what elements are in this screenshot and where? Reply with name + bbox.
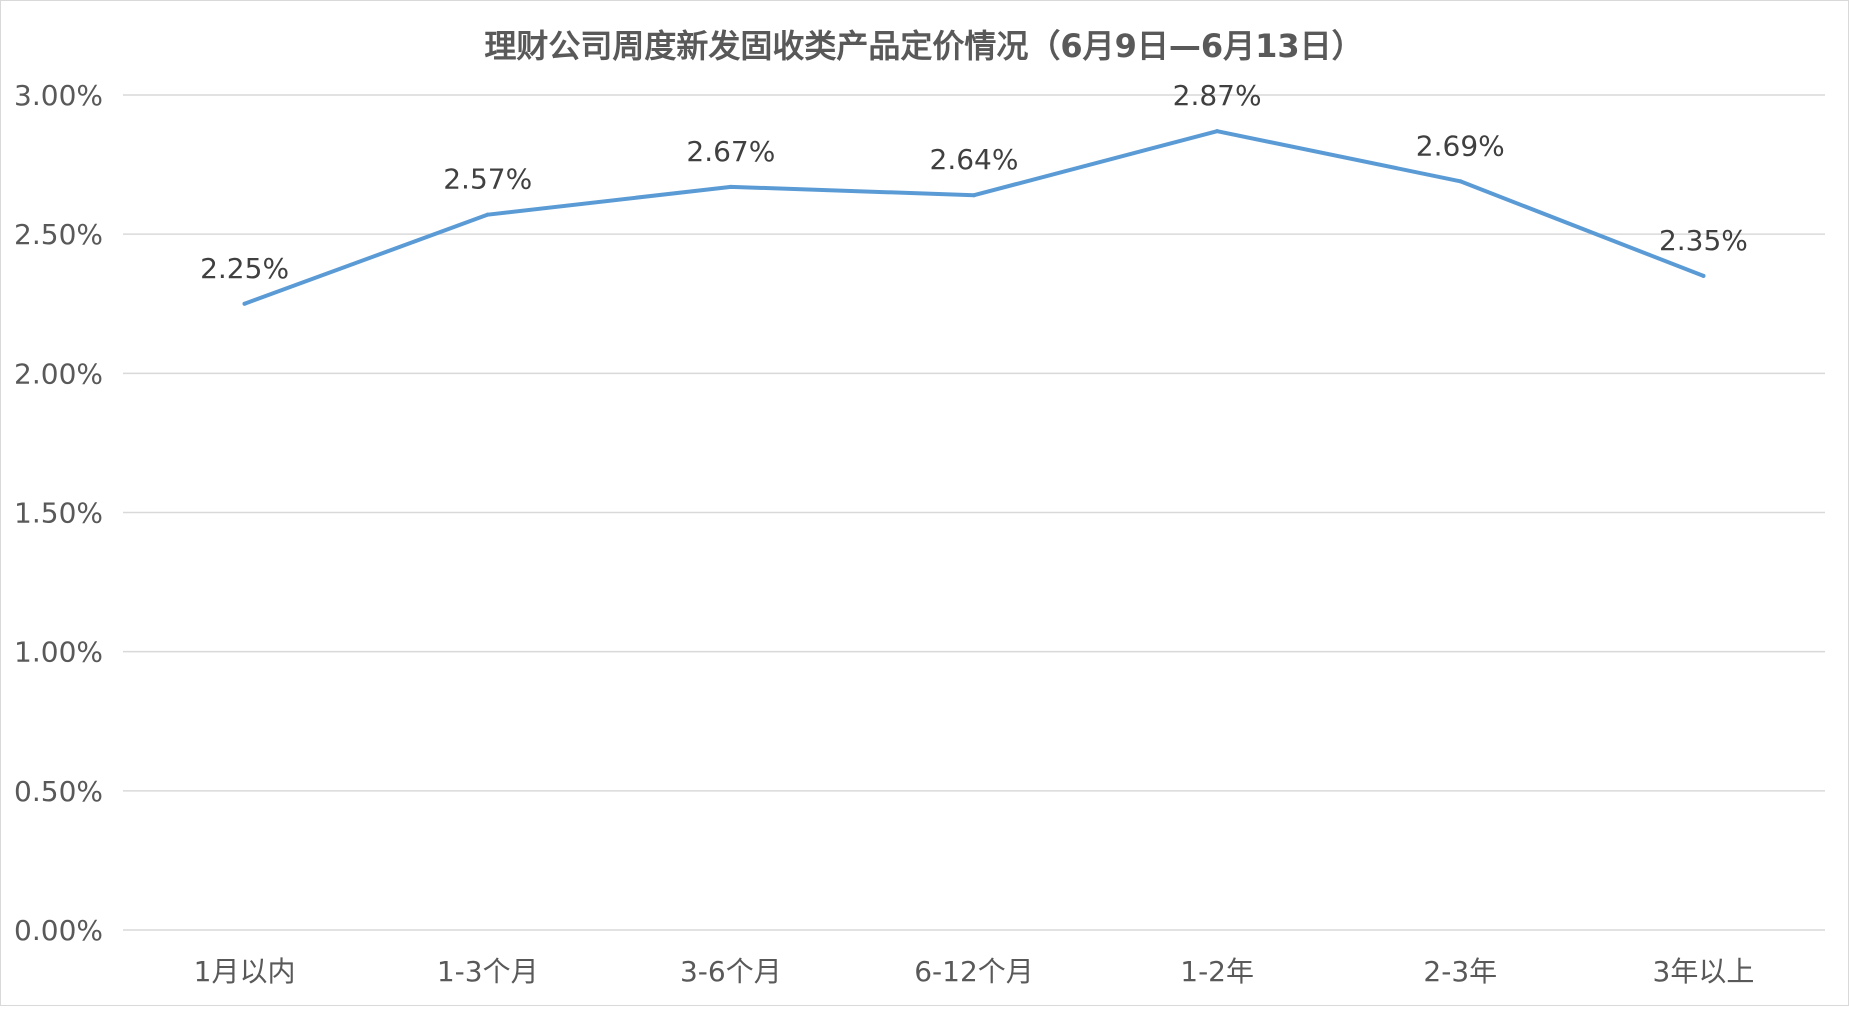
gridlines bbox=[123, 94, 1825, 931]
data-point bbox=[972, 193, 976, 198]
data-point bbox=[242, 301, 247, 306]
data-label: 2.67% bbox=[686, 135, 775, 168]
y-tick-label: 0.50% bbox=[14, 775, 103, 808]
y-tick-label: 1.50% bbox=[14, 497, 103, 530]
data-point bbox=[1215, 129, 1220, 134]
data-label: 2.87% bbox=[1173, 79, 1262, 112]
data-label: 2.64% bbox=[930, 143, 1019, 176]
x-axis-tick-labels: 1月以内 1-3个月 3-6个月 6-12个月 1-2年 2-3年 3年以上 bbox=[194, 955, 1755, 988]
data-label: 2.25% bbox=[200, 252, 289, 285]
y-tick-label: 2.00% bbox=[14, 357, 103, 390]
y-axis-tick-labels: 0.00% 0.50% 1.00% 1.50% 2.00% 2.50% 3.00% bbox=[14, 79, 103, 947]
x-tick-label: 1月以内 bbox=[194, 955, 296, 988]
data-label: 2.69% bbox=[1416, 129, 1505, 162]
y-tick-label: 3.00% bbox=[14, 79, 103, 112]
data-label: 2.57% bbox=[443, 163, 532, 196]
y-tick-label: 1.00% bbox=[14, 636, 103, 669]
x-tick-label: 1-2年 bbox=[1180, 955, 1254, 988]
x-tick-label: 6-12个月 bbox=[914, 955, 1034, 988]
x-tick-label: 3-6个月 bbox=[680, 955, 782, 988]
x-tick-label: 2-3年 bbox=[1423, 955, 1497, 988]
data-label: 2.35% bbox=[1659, 224, 1748, 257]
data-labels: 2.25% 2.57% 2.67% 2.64% 2.87% 2.69% 2.35% bbox=[200, 79, 1748, 285]
data-point bbox=[1458, 179, 1463, 184]
x-tick-label: 3年以上 bbox=[1653, 955, 1755, 988]
chart-title: 理财公司周度新发固收类产品定价情况（6月9日—6月13日） bbox=[484, 27, 1363, 65]
y-tick-label: 2.50% bbox=[14, 218, 103, 251]
data-point bbox=[485, 212, 490, 217]
data-point bbox=[728, 184, 733, 189]
y-tick-label: 0.00% bbox=[14, 914, 103, 947]
data-point bbox=[1701, 273, 1706, 278]
series-layer bbox=[242, 129, 1706, 306]
x-tick-label: 1-3个月 bbox=[437, 955, 539, 988]
